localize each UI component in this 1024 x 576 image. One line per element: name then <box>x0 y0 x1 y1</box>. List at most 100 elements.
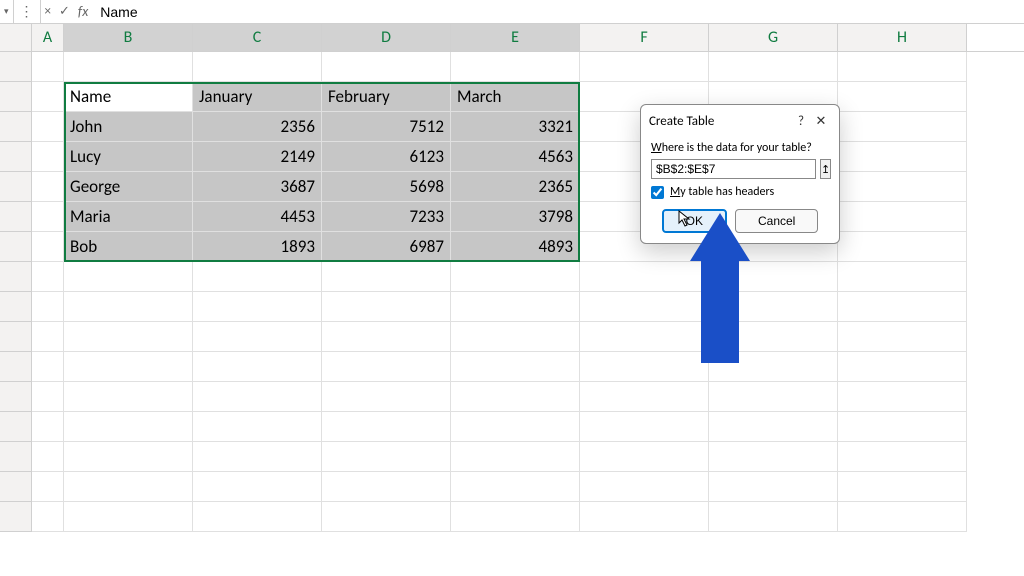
ok-button[interactable]: OK <box>662 209 727 233</box>
cell[interactable] <box>451 352 580 382</box>
cell[interactable] <box>709 382 838 412</box>
cell[interactable] <box>709 322 838 352</box>
cell[interactable] <box>580 412 709 442</box>
row-header[interactable] <box>0 112 32 142</box>
cell[interactable] <box>32 172 64 202</box>
cell[interactable]: 6987 <box>322 232 451 262</box>
cell[interactable] <box>838 322 967 352</box>
cell[interactable] <box>580 52 709 82</box>
cell[interactable] <box>32 82 64 112</box>
cell[interactable] <box>838 352 967 382</box>
cell[interactable] <box>64 412 193 442</box>
fx-accept-icon[interactable]: ✓ <box>55 4 74 19</box>
cell[interactable]: Lucy <box>64 142 193 172</box>
cell[interactable] <box>451 472 580 502</box>
cell-b2[interactable]: Name <box>64 82 193 112</box>
cell[interactable] <box>64 292 193 322</box>
headers-checkbox[interactable] <box>651 186 664 199</box>
cell[interactable] <box>64 382 193 412</box>
chevron-down-icon[interactable]: ▾ <box>4 6 9 17</box>
col-header-f[interactable]: F <box>580 24 709 51</box>
col-header-b[interactable]: B <box>64 24 193 51</box>
cell[interactable] <box>322 52 451 82</box>
cell[interactable]: Maria <box>64 202 193 232</box>
spreadsheet-grid[interactable]: A B C D E F G H Name January February Ma… <box>0 24 1024 532</box>
col-header-g[interactable]: G <box>709 24 838 51</box>
cell[interactable] <box>322 352 451 382</box>
cell[interactable]: 5698 <box>322 172 451 202</box>
cell[interactable] <box>193 472 322 502</box>
cell[interactable] <box>32 352 64 382</box>
cell[interactable] <box>32 292 64 322</box>
cell[interactable]: 2149 <box>193 142 322 172</box>
cell[interactable] <box>451 412 580 442</box>
cell[interactable] <box>32 52 64 82</box>
cell[interactable] <box>838 112 967 142</box>
row-header[interactable] <box>0 382 32 412</box>
cell[interactable] <box>709 412 838 442</box>
cell[interactable] <box>32 412 64 442</box>
cell[interactable]: 6123 <box>322 142 451 172</box>
cell[interactable] <box>32 442 64 472</box>
cell[interactable] <box>64 352 193 382</box>
cell[interactable] <box>64 502 193 532</box>
cell[interactable] <box>838 472 967 502</box>
cell[interactable] <box>322 322 451 352</box>
row-header[interactable] <box>0 322 32 352</box>
cell[interactable]: John <box>64 112 193 142</box>
col-header-c[interactable]: C <box>193 24 322 51</box>
cell[interactable] <box>32 142 64 172</box>
cell[interactable] <box>193 412 322 442</box>
row-header[interactable] <box>0 52 32 82</box>
row-header[interactable] <box>0 502 32 532</box>
close-icon[interactable]: ✕ <box>811 111 831 131</box>
cell[interactable]: 3798 <box>451 202 580 232</box>
cell[interactable] <box>193 262 322 292</box>
row-header[interactable] <box>0 352 32 382</box>
cell[interactable] <box>580 292 709 322</box>
cell[interactable] <box>64 52 193 82</box>
cell[interactable] <box>64 322 193 352</box>
row-header[interactable] <box>0 142 32 172</box>
cell[interactable] <box>709 52 838 82</box>
cell[interactable] <box>32 232 64 262</box>
cell[interactable] <box>709 472 838 502</box>
cell[interactable]: 3321 <box>451 112 580 142</box>
cell-e2[interactable]: March <box>451 82 580 112</box>
cell-d2[interactable]: February <box>322 82 451 112</box>
cell[interactable]: 1893 <box>193 232 322 262</box>
cell[interactable] <box>32 202 64 232</box>
cell[interactable] <box>193 52 322 82</box>
cell[interactable] <box>709 292 838 322</box>
col-header-d[interactable]: D <box>322 24 451 51</box>
cell[interactable] <box>709 352 838 382</box>
cell[interactable] <box>32 322 64 352</box>
cell[interactable] <box>580 262 709 292</box>
row-header[interactable] <box>0 232 32 262</box>
cell[interactable] <box>451 442 580 472</box>
cell-c2[interactable]: January <box>193 82 322 112</box>
row-header[interactable] <box>0 292 32 322</box>
cell[interactable] <box>32 112 64 142</box>
cell[interactable]: 2365 <box>451 172 580 202</box>
cell[interactable]: 7233 <box>322 202 451 232</box>
cell[interactable] <box>451 262 580 292</box>
cell[interactable] <box>838 442 967 472</box>
cell[interactable] <box>193 292 322 322</box>
col-header-e[interactable]: E <box>451 24 580 51</box>
col-header-a[interactable]: A <box>32 24 64 51</box>
cancel-button[interactable]: Cancel <box>735 209 818 233</box>
fx-cancel-icon[interactable]: × <box>41 4 55 19</box>
cell[interactable] <box>32 472 64 502</box>
cell[interactable] <box>838 232 967 262</box>
cell[interactable] <box>64 262 193 292</box>
row-header[interactable] <box>0 82 32 112</box>
fx-label[interactable]: fx <box>74 3 92 20</box>
cell[interactable]: 3687 <box>193 172 322 202</box>
cell[interactable] <box>451 292 580 322</box>
cell[interactable] <box>709 442 838 472</box>
cell[interactable] <box>838 412 967 442</box>
range-input[interactable] <box>651 159 816 179</box>
cell[interactable] <box>580 442 709 472</box>
cell[interactable] <box>64 472 193 502</box>
